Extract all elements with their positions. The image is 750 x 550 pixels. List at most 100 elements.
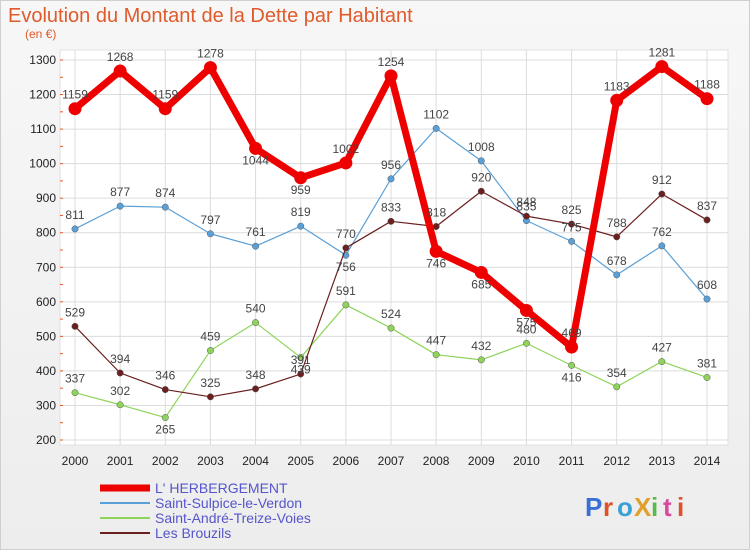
data-label-saint-andre: 459	[200, 330, 220, 344]
data-point-saint-andre	[432, 351, 440, 359]
logo-letter: r	[603, 492, 613, 522]
logo-letter: o	[617, 492, 633, 522]
y-tick-label: 1000	[29, 157, 56, 171]
y-tick-label: 1300	[29, 53, 56, 67]
data-point-herbergement	[565, 340, 579, 354]
data-point-saint-andre	[703, 374, 711, 381]
data-label-saint-sulpice: 835	[516, 200, 536, 214]
data-label-les-brouzils: 833	[381, 200, 401, 214]
data-point-les-brouzils	[342, 244, 350, 252]
x-tick-label: 2001	[107, 454, 134, 468]
data-point-saint-andre	[387, 324, 395, 332]
data-label-herbergement: 1278	[197, 47, 224, 61]
data-label-saint-sulpice: 678	[607, 254, 627, 268]
data-point-saint-sulpice	[477, 157, 485, 165]
data-point-les-brouzils	[206, 393, 214, 401]
data-label-les-brouzils: 920	[471, 170, 491, 184]
data-point-saint-andre	[71, 389, 79, 397]
data-label-herbergement: 1044	[242, 153, 269, 167]
data-point-saint-sulpice	[703, 295, 711, 303]
data-point-les-brouzils	[71, 322, 79, 330]
data-point-les-brouzils	[658, 190, 666, 198]
data-label-les-brouzils: 348	[246, 368, 266, 382]
data-point-saint-andre	[297, 353, 305, 361]
data-point-les-brouzils	[477, 187, 485, 195]
y-tick-label: 1100	[30, 122, 56, 136]
plot-area: 200 300 400 500 600 700 800 900 1000 1100 1200 1300…	[29, 46, 729, 468]
data-label-saint-sulpice: 874	[155, 186, 175, 200]
data-point-saint-sulpice	[206, 230, 214, 238]
data-label-saint-sulpice: 819	[291, 205, 311, 219]
data-label-herbergement: 1281	[649, 46, 676, 60]
logo-letter: P	[585, 492, 602, 522]
data-label-herbergement: 1188	[694, 78, 720, 92]
data-point-saint-sulpice	[297, 222, 305, 230]
chart-title: Evolution du Montant de la Dette par Hab…	[8, 5, 413, 27]
x-tick-label: 2005	[287, 454, 314, 468]
data-label-saint-andre: 416	[562, 370, 582, 384]
data-label-les-brouzils: 825	[562, 203, 582, 217]
data-label-saint-sulpice: 775	[562, 220, 582, 234]
data-label-saint-andre: 447	[426, 334, 446, 348]
data-point-herbergement	[519, 303, 533, 317]
data-point-saint-sulpice	[432, 124, 440, 132]
data-label-les-brouzils: 770	[336, 227, 356, 241]
x-tick-label: 2002	[152, 454, 179, 468]
data-point-saint-andre	[206, 347, 214, 354]
data-point-saint-andre	[116, 401, 124, 409]
data-label-herbergement: 1159	[62, 88, 88, 102]
data-label-saint-sulpice: 811	[65, 208, 84, 222]
data-point-saint-sulpice	[161, 203, 169, 211]
data-label-saint-andre: 337	[65, 372, 85, 386]
data-point-les-brouzils	[297, 370, 305, 378]
data-label-saint-sulpice: 608	[697, 278, 717, 292]
data-point-saint-andre	[522, 339, 530, 347]
data-point-saint-andre	[477, 356, 485, 364]
data-point-saint-andre	[613, 383, 621, 391]
data-label-les-brouzils: 529	[65, 305, 85, 319]
x-tick-label: 2010	[513, 454, 540, 468]
data-label-herbergement: 959	[291, 183, 311, 197]
data-label-saint-andre: 354	[607, 366, 627, 380]
data-label-saint-sulpice: 956	[381, 158, 401, 172]
data-label-herbergement: 1002	[333, 142, 360, 156]
data-point-saint-sulpice	[252, 242, 260, 250]
data-point-herbergement	[339, 156, 353, 170]
data-label-saint-sulpice: 1008	[468, 140, 495, 154]
data-label-les-brouzils: 325	[200, 376, 220, 390]
data-label-herbergement: 469	[562, 326, 582, 340]
data-label-saint-andre: 381	[697, 356, 717, 370]
data-label-saint-andre: 439	[291, 362, 311, 376]
data-point-herbergement	[700, 92, 714, 106]
data-label-herbergement: 1183	[604, 79, 630, 93]
data-point-herbergement	[68, 102, 82, 116]
data-label-saint-andre: 591	[336, 284, 356, 298]
data-label-les-brouzils: 346	[155, 369, 175, 383]
y-tick-label: 700	[36, 260, 56, 274]
data-label-saint-sulpice: 1102	[423, 107, 449, 121]
x-tick-label: 2004	[242, 454, 269, 468]
data-point-les-brouzils	[252, 385, 260, 393]
data-point-herbergement	[113, 64, 127, 78]
data-point-les-brouzils	[703, 216, 711, 224]
data-label-herbergement: 575	[516, 315, 536, 329]
data-point-saint-sulpice	[71, 225, 79, 233]
y-tick-label: 500	[36, 329, 56, 343]
x-tick-label: 2007	[378, 454, 405, 468]
data-point-saint-andre	[161, 414, 169, 421]
data-point-herbergement	[203, 61, 217, 75]
data-point-herbergement	[474, 265, 488, 279]
legend-label-herbergement: L' HERBERGEMENT	[155, 480, 288, 496]
data-label-saint-sulpice: 761	[246, 225, 266, 239]
data-point-saint-andre	[658, 358, 666, 366]
logo-letter: i	[677, 492, 684, 522]
data-point-les-brouzils	[161, 386, 169, 394]
data-point-herbergement	[384, 69, 398, 83]
data-label-herbergement: 746	[426, 256, 446, 270]
logo-letter: i	[651, 492, 658, 522]
data-label-les-brouzils: 837	[697, 199, 717, 213]
x-tick-label: 2006	[333, 454, 360, 468]
data-label-herbergement: 1254	[378, 55, 405, 69]
data-point-saint-sulpice	[116, 202, 124, 210]
